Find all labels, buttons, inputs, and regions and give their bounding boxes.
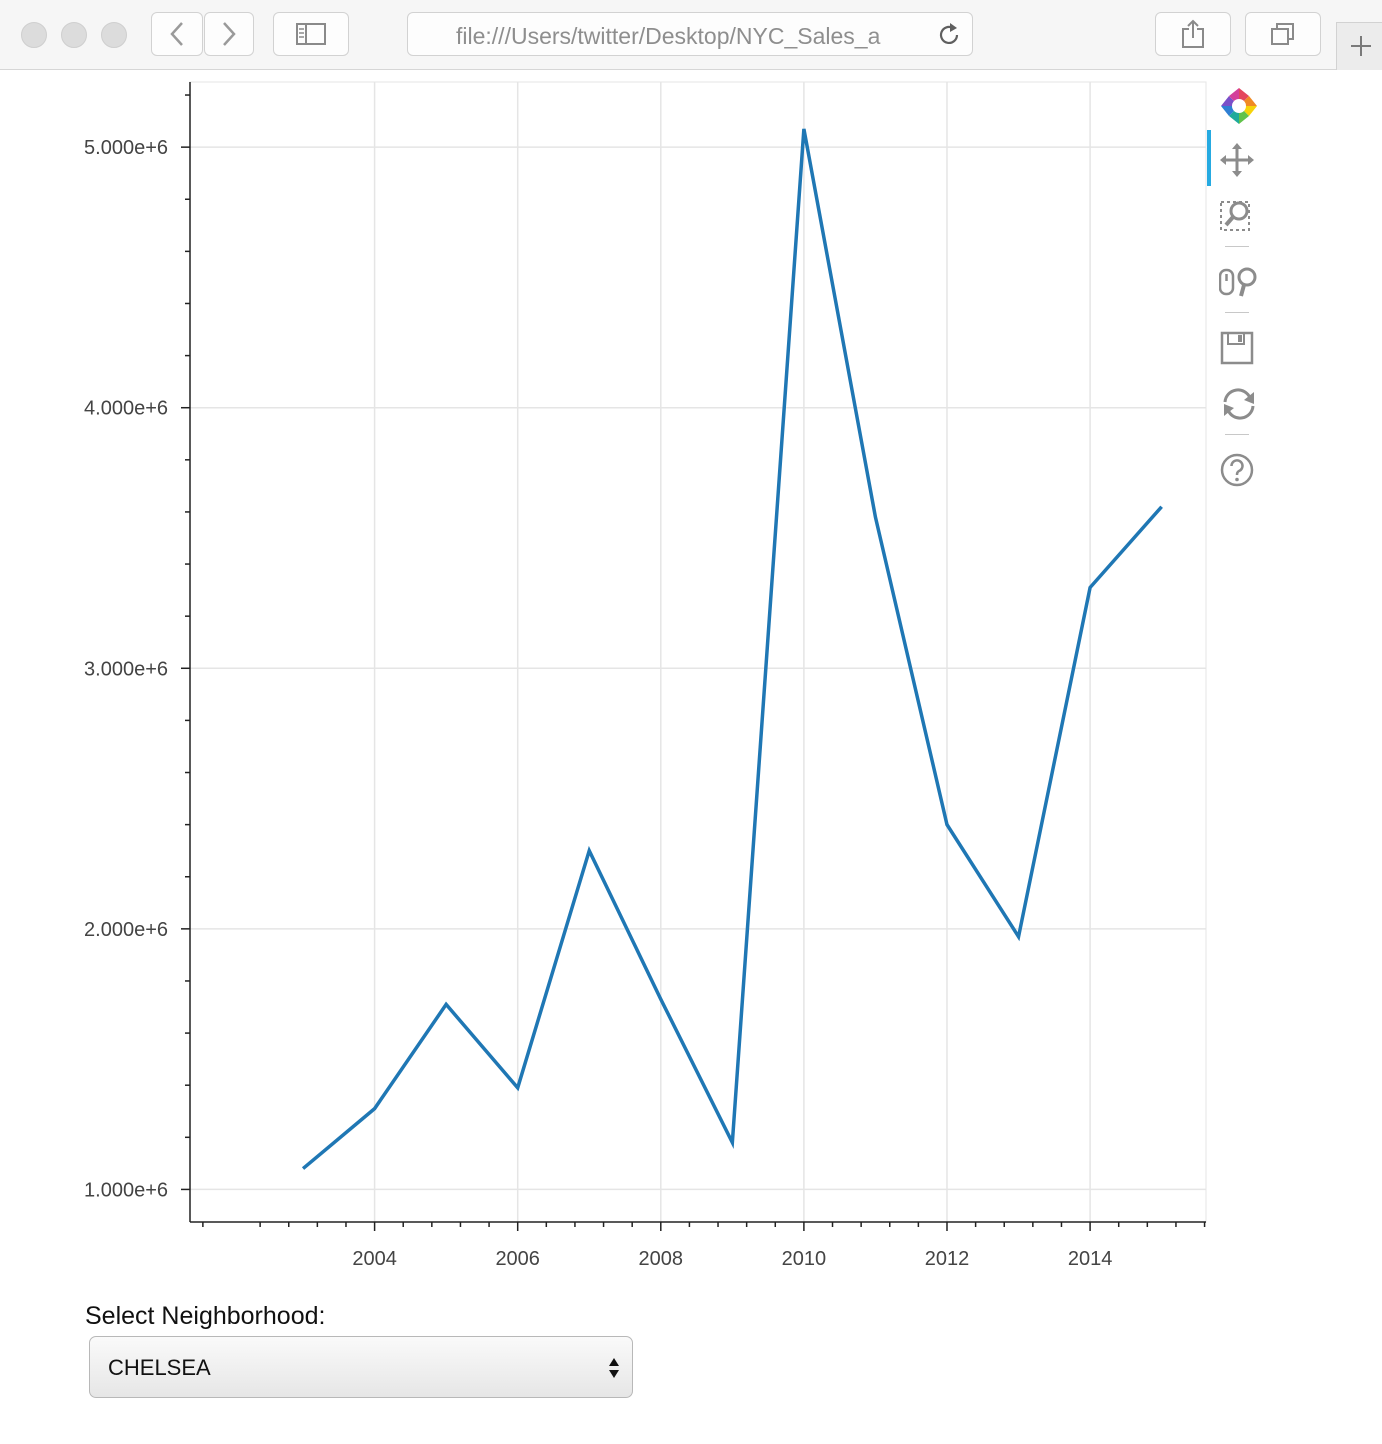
pan-icon: [1220, 143, 1254, 177]
chevron-left-icon: [170, 22, 183, 46]
back-button[interactable]: [151, 12, 203, 56]
y-tick-label: 1.000e+6: [84, 1179, 168, 1201]
tabs-overview-button[interactable]: [1245, 12, 1321, 56]
minimize-window-button[interactable]: [61, 22, 87, 48]
x-tick-label: 2006: [495, 1248, 540, 1270]
box-zoom-tool[interactable]: [1207, 190, 1267, 240]
axes: [181, 82, 1206, 1231]
sidebar-icon: [296, 23, 326, 45]
wheel-zoom-tool[interactable]: [1207, 256, 1267, 306]
plus-icon: [1351, 36, 1371, 56]
chevron-right-icon: [223, 22, 236, 46]
save-tool[interactable]: [1207, 322, 1267, 372]
address-bar[interactable]: file:///Users/twitter/Desktop/NYC_Sales_…: [407, 12, 973, 56]
neighborhood-select[interactable]: CHELSEA: [89, 1336, 633, 1398]
series-line[interactable]: [301, 128, 1163, 1170]
share-button[interactable]: [1155, 12, 1231, 56]
reset-icon: [1223, 388, 1255, 420]
reload-icon[interactable]: [936, 22, 962, 48]
tick-labels: 2004 2006 2008 2010 2012 2014 1.000e+6 2.000e+6…: [84, 137, 1112, 1270]
save-icon: [1220, 331, 1254, 365]
y-tick-label: 4.000e+6: [84, 398, 168, 420]
neighborhood-select-label: Select Neighborhood:: [85, 1302, 326, 1330]
bokeh-logo-icon: [1221, 88, 1257, 124]
active-tool-indicator: [1207, 130, 1211, 186]
x-tick-label: 2014: [1068, 1248, 1113, 1270]
select-arrows-icon: [609, 1358, 619, 1378]
neighborhood-select-value: CHELSEA: [108, 1355, 211, 1380]
share-icon: [1182, 19, 1204, 48]
y-tick-label: 5.000e+6: [84, 137, 168, 159]
x-tick-label: 2008: [639, 1248, 684, 1270]
x-tick-label: 2010: [782, 1248, 827, 1270]
sidebar-button[interactable]: [273, 12, 349, 56]
new-tab-button[interactable]: [1336, 22, 1382, 70]
series: [301, 128, 1163, 1170]
help-icon: [1220, 453, 1254, 487]
y-tick-label: 2.000e+6: [84, 919, 168, 941]
toolbar-separator: [1225, 434, 1249, 435]
box-zoom-icon: [1220, 201, 1250, 231]
toolbar-separator: [1225, 246, 1249, 247]
wheel-zoom-icon: [1219, 267, 1257, 297]
line-chart[interactable]: 2004 2006 2008 2010 2012 2014 1.000e+6 2.000e+6…: [0, 72, 1210, 1292]
x-tick-label: 2004: [352, 1248, 397, 1270]
zoom-window-button[interactable]: [101, 22, 127, 48]
url-text: file:///Users/twitter/Desktop/NYC_Sales_…: [456, 23, 916, 49]
plot-toolbar: [1207, 78, 1267, 498]
help-tool[interactable]: [1207, 444, 1267, 494]
plot-frame: [189, 81, 1207, 1223]
grid: [190, 82, 1206, 1222]
tabs-icon: [1271, 23, 1294, 45]
bokeh-logo[interactable]: [1207, 78, 1267, 128]
y-tick-label: 3.000e+6: [84, 658, 168, 680]
toolbar-separator: [1225, 312, 1249, 313]
close-window-button[interactable]: [21, 22, 47, 48]
forward-button[interactable]: [204, 12, 254, 56]
pan-tool[interactable]: [1207, 134, 1267, 184]
reset-tool[interactable]: [1207, 378, 1267, 428]
x-tick-label: 2012: [925, 1248, 970, 1270]
browser-toolbar: file:///Users/twitter/Desktop/NYC_Sales_…: [0, 0, 1382, 70]
